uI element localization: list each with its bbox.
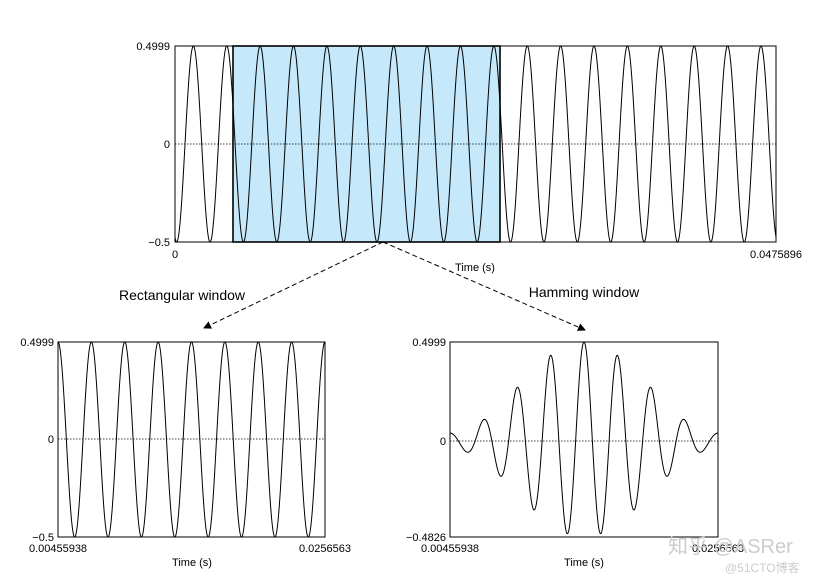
y-tick-label: −0.5 — [32, 532, 54, 544]
y-tick-label: 0 — [48, 434, 54, 446]
x-tick-label: 0.00455938 — [421, 543, 479, 555]
watermark: @51CTO博客 — [725, 560, 800, 575]
x-tick-label: 0.0256563 — [299, 543, 351, 555]
y-tick-label: 0.4999 — [412, 337, 446, 349]
x-tick-label: 0.0256563 — [692, 543, 744, 555]
arrow — [382, 241, 586, 331]
x-axis-label: Time (s) — [564, 557, 604, 569]
watermark: 知乎 @ASRer — [668, 535, 793, 558]
y-tick-label: 0.4999 — [20, 337, 54, 349]
y-tick-label: −0.4826 — [406, 532, 446, 544]
plot-frame — [57, 341, 326, 538]
x-axis-label: Time (s) — [455, 262, 495, 274]
plot-frame — [449, 341, 719, 538]
x-tick-label: 0.0475896 — [750, 249, 802, 261]
y-tick-label: −0.5 — [148, 237, 170, 249]
y-tick-label: 0 — [164, 139, 170, 151]
x-axis-label: Time (s) — [172, 557, 212, 569]
x-tick-label: 0 — [172, 249, 178, 261]
annotation: Rectangular window — [119, 287, 246, 303]
annotation: Hamming window — [529, 284, 640, 300]
arrow — [203, 241, 384, 329]
waveform — [174, 45, 777, 243]
y-tick-label: 0.4999 — [136, 41, 170, 53]
window-border — [232, 45, 501, 243]
y-tick-label: 0 — [440, 436, 446, 448]
x-tick-label: 0.00455938 — [29, 543, 87, 555]
